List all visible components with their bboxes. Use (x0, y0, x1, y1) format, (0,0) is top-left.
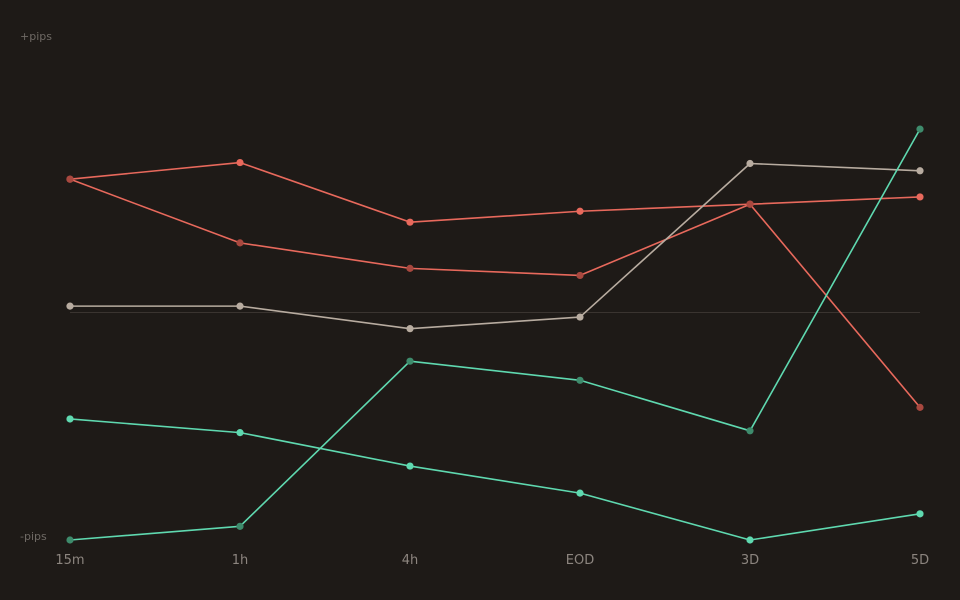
series-1-line (69, 161, 921, 223)
series-2-point-3D[interactable] (746, 200, 754, 208)
series-1-point-5D[interactable] (916, 193, 924, 201)
series-3-point-5D[interactable] (916, 167, 924, 175)
y-axis-bottom-label: -pips (20, 530, 47, 543)
x-axis-ticks: 15m 1h 4h EOD 3D 5D (55, 553, 929, 568)
series-2-point-EOD[interactable] (576, 271, 584, 280)
series-1-point-EOD[interactable] (576, 207, 584, 215)
x-tick-label: 3D (741, 553, 759, 568)
series-2-point-15m[interactable] (66, 175, 74, 183)
series-4-point-1h[interactable] (236, 522, 244, 530)
series-5-point-15m[interactable] (66, 415, 74, 423)
series-3-point-1h[interactable] (236, 302, 244, 310)
series-2 (66, 175, 924, 411)
series-3-point-EOD[interactable] (576, 313, 584, 321)
series-2-line (69, 178, 921, 408)
series-4-point-3D[interactable] (746, 427, 754, 435)
series-4-line (69, 128, 921, 541)
series-3-point-3D[interactable] (746, 159, 754, 168)
series-5-point-5D[interactable] (916, 510, 924, 518)
series-4 (66, 125, 924, 544)
series-5-point-4h[interactable] (406, 462, 414, 470)
series-2-point-4h[interactable] (406, 264, 414, 272)
series-2-point-1h[interactable] (236, 239, 244, 247)
series-5 (66, 415, 924, 544)
series-3-line (70, 162, 921, 330)
series-3-point-4h[interactable] (406, 325, 414, 333)
series-3 (66, 159, 924, 333)
series-4-point-15m[interactable] (66, 536, 74, 544)
series-5-point-3D[interactable] (746, 536, 754, 544)
series-1-point-4h[interactable] (406, 218, 414, 226)
series-4-point-5D[interactable] (916, 125, 924, 133)
x-tick-label: EOD (566, 553, 594, 568)
series-1 (66, 158, 924, 226)
x-tick-label: 1h (232, 553, 249, 568)
series-2-point-5D[interactable] (916, 403, 924, 411)
series-layer (66, 125, 924, 544)
y-axis-top-label: +pips (20, 30, 52, 43)
series-3-point-15m[interactable] (66, 302, 74, 310)
x-tick-label: 5D (911, 553, 929, 568)
x-tick-label: 4h (402, 553, 419, 568)
series-5-point-EOD[interactable] (576, 489, 584, 497)
x-tick-label: 15m (55, 553, 84, 568)
series-5-line (69, 418, 921, 541)
series-4-point-EOD[interactable] (576, 376, 584, 384)
series-4-point-4h[interactable] (406, 357, 414, 365)
series-1-point-1h[interactable] (236, 158, 244, 167)
series-5-point-1h[interactable] (236, 429, 244, 437)
